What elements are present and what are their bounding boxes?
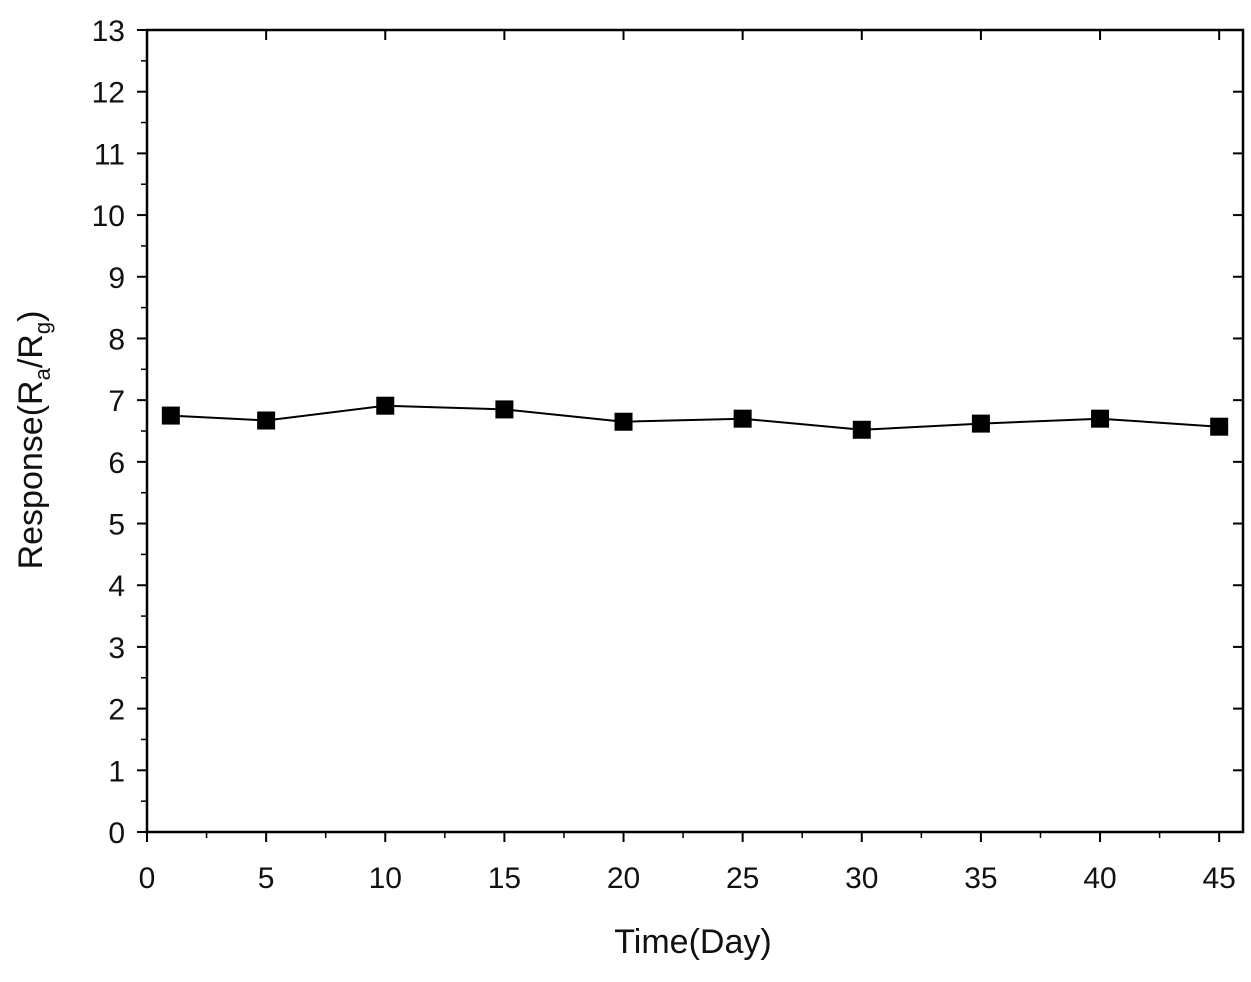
- data-point-marker: [852, 420, 871, 439]
- data-point-marker: [161, 406, 180, 425]
- y-tick-label: 4: [108, 570, 125, 603]
- series-layer: [161, 396, 1229, 439]
- y-tick-label: 13: [92, 15, 125, 48]
- y-axis-title-part: /R: [12, 334, 50, 368]
- x-tick-label: 30: [845, 862, 878, 895]
- x-tick-label: 20: [607, 862, 640, 895]
- x-axis: 0 5 10 15 20 25 30 35 40 45: [139, 30, 1236, 895]
- y-axis-title-sub-a: a: [30, 367, 55, 380]
- series-line: [170, 404, 1220, 431]
- x-tick-label: 0: [139, 862, 156, 895]
- y-tick-label: 6: [108, 447, 125, 480]
- x-tick-label: 45: [1202, 862, 1235, 895]
- y-tick-label: 3: [108, 632, 125, 665]
- y-tick-label: 11: [94, 138, 125, 171]
- data-point-marker: [1210, 417, 1229, 436]
- y-tick-label: 5: [108, 509, 125, 542]
- plot-frame: [145, 28, 1245, 834]
- y-axis-title: Response(Ra/Rg): [12, 311, 55, 570]
- y-tick-label: 8: [108, 323, 125, 356]
- y-tick-label: 7: [108, 385, 125, 418]
- data-point-marker: [614, 412, 633, 431]
- y-axis-title-part: ): [12, 311, 50, 322]
- data-point-marker: [257, 411, 276, 430]
- y-tick-label: 0: [108, 817, 125, 850]
- x-tick-label: 40: [1083, 862, 1116, 895]
- x-axis-title: Time(Day): [614, 923, 771, 961]
- x-tick-label: 35: [964, 862, 997, 895]
- x-tick-label: 25: [726, 862, 759, 895]
- y-tick-label: 10: [92, 200, 125, 233]
- y-tick-label: 2: [108, 694, 125, 727]
- y-tick-label: 1: [108, 755, 125, 788]
- y-tick-label: 12: [92, 77, 125, 110]
- x-tick-label: 15: [488, 862, 521, 895]
- data-point-marker: [1091, 409, 1110, 428]
- x-tick-label: 5: [258, 862, 275, 895]
- y-axis-title-sub-g: g: [30, 322, 55, 334]
- data-point-marker: [971, 414, 990, 433]
- data-point-marker: [495, 400, 514, 419]
- data-point-marker: [376, 396, 395, 415]
- data-point-marker: [733, 409, 752, 428]
- y-tick-label: 9: [108, 262, 125, 295]
- x-tick-label: 10: [369, 862, 402, 895]
- y-axis-title-part: Response(R: [12, 380, 50, 569]
